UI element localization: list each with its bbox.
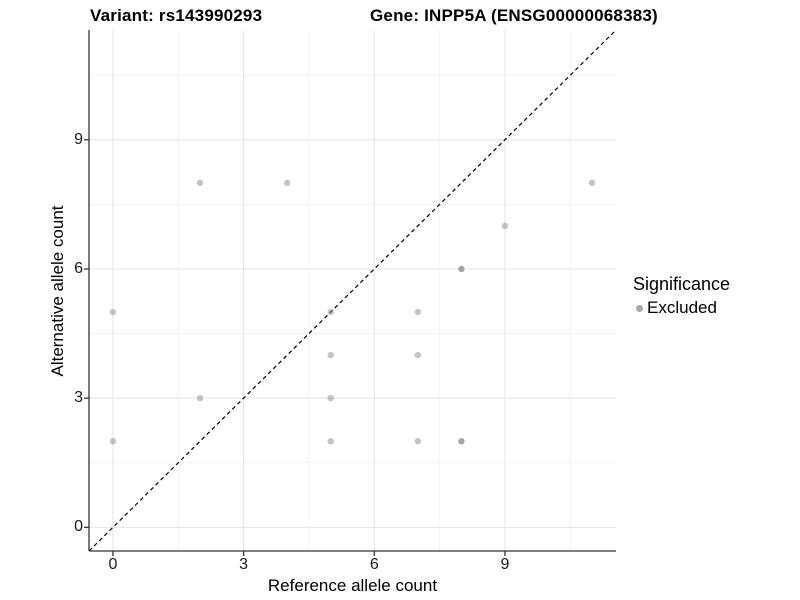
data-point xyxy=(196,179,204,187)
legend-point-icon xyxy=(636,304,643,312)
x-tick-label: 0 xyxy=(108,556,118,573)
identity-reference-line xyxy=(88,29,617,552)
plot-title-variant: Variant: rs143990293 xyxy=(90,6,263,25)
x-axis-label: Reference allele count xyxy=(267,576,438,595)
data-point xyxy=(109,308,117,316)
data-point xyxy=(327,438,334,445)
data-point xyxy=(327,394,334,402)
legend: Significance Excluded xyxy=(633,274,730,318)
data-point xyxy=(327,351,334,359)
data-point xyxy=(414,308,422,316)
legend-item-label: Excluded xyxy=(647,298,717,317)
legend-item-excluded: Excluded xyxy=(633,298,730,318)
y-tick-label: 0 xyxy=(74,518,83,536)
x-tick-label: 6 xyxy=(369,556,379,573)
data-point xyxy=(283,179,291,187)
data-point xyxy=(458,265,465,273)
data-point xyxy=(327,308,334,316)
y-tick-label: 6 xyxy=(74,259,83,277)
data-point xyxy=(414,351,422,359)
plot-title-gene: Gene: INPP5A (ENSG00000068383) xyxy=(370,6,658,25)
data-point xyxy=(458,438,465,445)
x-tick-label: 9 xyxy=(500,556,510,573)
y-tick-label: 3 xyxy=(74,389,83,407)
x-tick-label: 3 xyxy=(239,556,249,573)
y-tick-label: 9 xyxy=(74,130,83,148)
data-point xyxy=(501,222,509,230)
legend-title: Significance xyxy=(633,274,731,294)
data-point xyxy=(414,438,422,445)
y-axis-label: Alternative allele count xyxy=(48,205,67,377)
data-point xyxy=(109,438,117,445)
data-point xyxy=(588,179,596,187)
data-point xyxy=(196,394,204,402)
